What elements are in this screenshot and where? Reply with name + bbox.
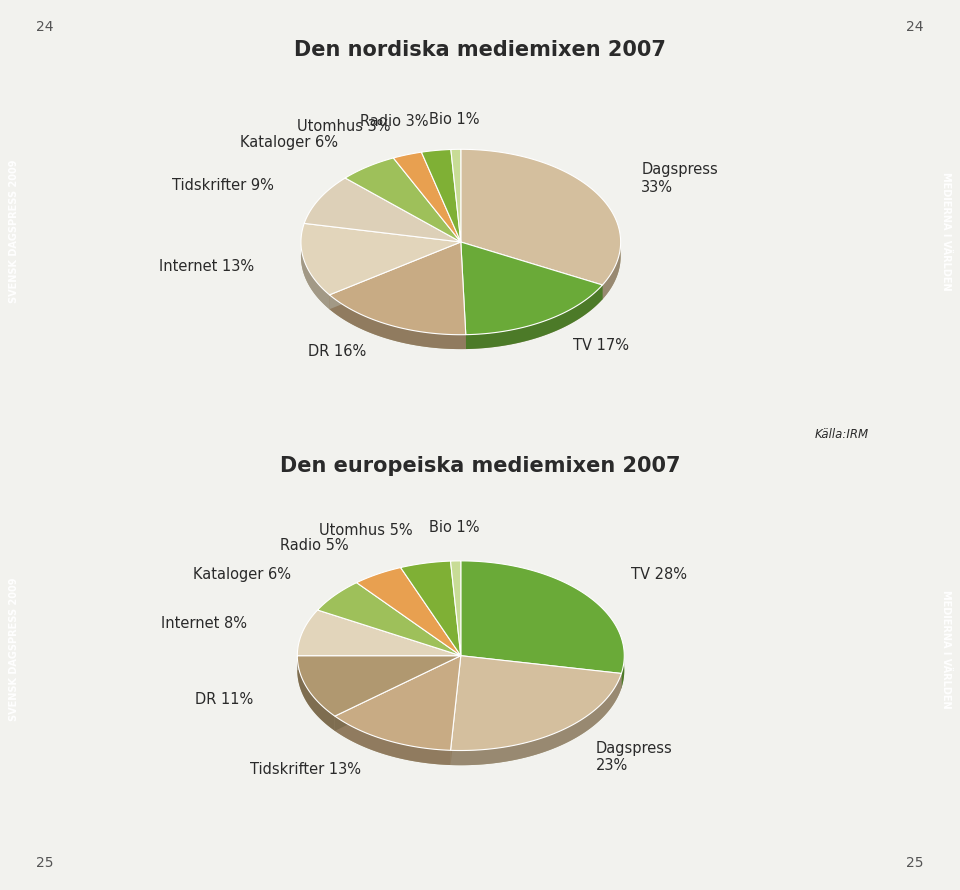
Polygon shape xyxy=(301,223,461,295)
Text: TV 28%: TV 28% xyxy=(631,567,686,581)
Text: Dagspress
23%: Dagspress 23% xyxy=(596,740,673,773)
Polygon shape xyxy=(461,242,466,349)
Polygon shape xyxy=(298,656,461,670)
Text: Utomhus 3%: Utomhus 3% xyxy=(297,119,390,134)
Text: Utomhus 5%: Utomhus 5% xyxy=(319,523,413,538)
Text: SVENSK DAGSPRESS 2009: SVENSK DAGSPRESS 2009 xyxy=(10,578,19,722)
Text: Den europeiska mediemixen 2007: Den europeiska mediemixen 2007 xyxy=(279,456,681,475)
Polygon shape xyxy=(451,150,461,242)
Polygon shape xyxy=(461,242,603,335)
Text: Kataloger 6%: Kataloger 6% xyxy=(193,567,291,581)
Text: 24: 24 xyxy=(36,20,54,34)
Text: MEDIERNA I VÄRLDEN: MEDIERNA I VÄRLDEN xyxy=(941,590,950,709)
Text: Internet 13%: Internet 13% xyxy=(159,259,254,274)
Polygon shape xyxy=(461,561,624,674)
Polygon shape xyxy=(450,674,621,765)
Polygon shape xyxy=(301,238,329,309)
Polygon shape xyxy=(450,561,461,656)
Polygon shape xyxy=(335,656,461,731)
Polygon shape xyxy=(329,242,461,309)
Polygon shape xyxy=(335,656,461,731)
Polygon shape xyxy=(335,716,450,765)
Polygon shape xyxy=(335,656,461,750)
Text: Bio 1%: Bio 1% xyxy=(429,112,479,127)
Text: MEDIERNA I VÄRLDEN: MEDIERNA I VÄRLDEN xyxy=(941,172,950,291)
Text: 25: 25 xyxy=(36,856,54,870)
Text: Tidskrifter 13%: Tidskrifter 13% xyxy=(250,762,361,777)
Polygon shape xyxy=(461,656,621,688)
Polygon shape xyxy=(394,152,461,242)
Polygon shape xyxy=(461,242,603,299)
Text: TV 17%: TV 17% xyxy=(573,338,629,353)
Text: Källa:IRM: Källa:IRM xyxy=(815,427,869,441)
Text: DR 16%: DR 16% xyxy=(307,344,366,359)
Polygon shape xyxy=(329,242,466,335)
Polygon shape xyxy=(356,568,461,656)
Polygon shape xyxy=(461,242,466,349)
Text: Radio 5%: Radio 5% xyxy=(279,538,348,553)
Polygon shape xyxy=(450,656,461,765)
Polygon shape xyxy=(400,561,461,656)
Text: 24: 24 xyxy=(906,20,924,34)
Polygon shape xyxy=(461,242,603,299)
Polygon shape xyxy=(298,576,624,765)
Polygon shape xyxy=(298,610,461,656)
Text: Bio 1%: Bio 1% xyxy=(428,521,479,535)
Polygon shape xyxy=(621,651,624,688)
Polygon shape xyxy=(461,656,621,688)
Text: Den nordiska mediemixen 2007: Den nordiska mediemixen 2007 xyxy=(294,40,666,60)
Polygon shape xyxy=(318,583,461,656)
Polygon shape xyxy=(301,164,620,349)
Polygon shape xyxy=(466,285,603,349)
Polygon shape xyxy=(461,150,620,285)
Text: Kataloger 6%: Kataloger 6% xyxy=(240,135,338,150)
Polygon shape xyxy=(346,158,461,242)
Text: SVENSK DAGSPRESS 2009: SVENSK DAGSPRESS 2009 xyxy=(10,159,19,303)
Polygon shape xyxy=(421,150,461,242)
Polygon shape xyxy=(304,178,461,242)
Polygon shape xyxy=(329,242,461,309)
Polygon shape xyxy=(450,656,461,765)
Text: Internet 8%: Internet 8% xyxy=(161,617,247,631)
Text: Tidskrifter 9%: Tidskrifter 9% xyxy=(172,178,274,193)
Text: Radio 3%: Radio 3% xyxy=(360,114,428,129)
Polygon shape xyxy=(450,656,621,750)
Polygon shape xyxy=(298,656,461,716)
Polygon shape xyxy=(298,656,335,731)
Polygon shape xyxy=(298,656,461,670)
Polygon shape xyxy=(329,295,466,349)
Text: DR 11%: DR 11% xyxy=(195,692,253,707)
Text: 25: 25 xyxy=(906,856,924,870)
Polygon shape xyxy=(603,238,620,299)
Text: Dagspress
33%: Dagspress 33% xyxy=(641,163,718,195)
